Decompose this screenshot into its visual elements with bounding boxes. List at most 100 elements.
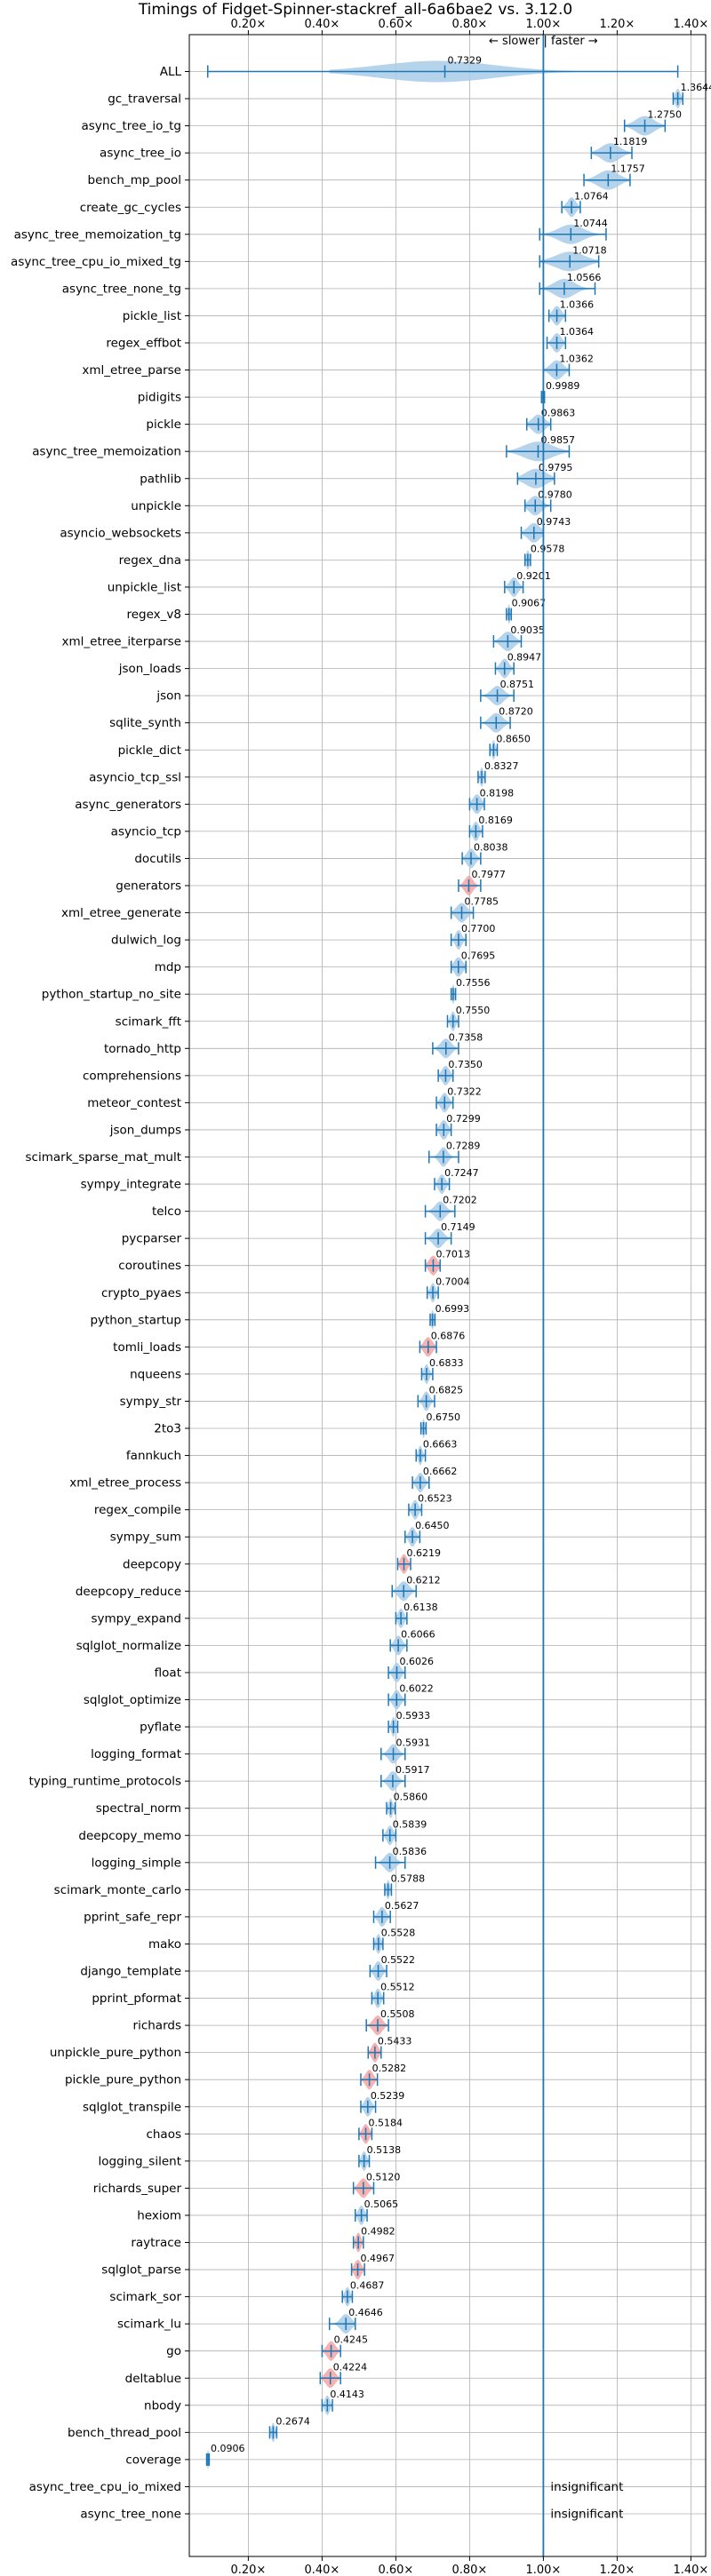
- benchmark-mark: 0.4245: [321, 2334, 369, 2361]
- value-label: 0.9743: [537, 516, 571, 528]
- tick-label-bottom: 1.00×: [525, 2564, 561, 2576]
- category-label: coverage: [125, 2453, 181, 2467]
- value-label: 0.7202: [443, 1195, 476, 1206]
- benchmark-mark: 0.8650: [489, 733, 531, 760]
- value-label: 0.5839: [393, 1818, 427, 1830]
- benchmark-mark: 1.0366: [547, 298, 595, 326]
- value-label: 0.6066: [401, 1628, 435, 1640]
- tick-label-top: 1.20×: [599, 18, 635, 31]
- benchmark-mark: 0.5138: [358, 2144, 401, 2171]
- benchmark-mark: 0.7322: [435, 1085, 482, 1113]
- value-label: 1.0566: [567, 272, 602, 283]
- value-label: 0.4967: [361, 2253, 395, 2264]
- category-label: float: [155, 1666, 181, 1680]
- category-label: go: [166, 2344, 181, 2358]
- category-label: sqlglot_normalize: [76, 1639, 181, 1653]
- value-label: 0.9857: [540, 434, 575, 446]
- category-label: django_template: [80, 1965, 181, 1979]
- benchmark-mark: 0.7329: [207, 55, 679, 83]
- benchmark-mark: 0.5933: [387, 1710, 430, 1737]
- category-label: mako: [148, 1937, 181, 1952]
- benchmark-mark: 0.5184: [358, 2117, 403, 2144]
- benchmark-mark: 0.4967: [350, 2253, 395, 2279]
- category-label: pprint_safe_repr: [84, 1910, 181, 1924]
- category-label: async_tree_memoization: [32, 445, 181, 459]
- benchmark-mark: 1.0718: [539, 244, 607, 272]
- value-label: 0.7247: [444, 1167, 479, 1179]
- category-label: mdp: [155, 960, 181, 974]
- value-label: 1.0366: [560, 298, 595, 310]
- tick-label-bottom: 0.80×: [451, 2564, 487, 2576]
- value-label: 0.5239: [371, 2090, 405, 2102]
- benchmark-mark: 0.6523: [408, 1493, 452, 1520]
- value-label: 0.6022: [399, 1683, 434, 1695]
- value-label: 1.0364: [560, 326, 595, 338]
- category-label: sqlglot_transpile: [83, 2100, 181, 2114]
- category-label: create_gc_cycles: [80, 201, 181, 215]
- benchmark-mark: 0.5528: [372, 1927, 416, 1954]
- benchmark-mark: 1.1757: [583, 163, 645, 190]
- category-label: regex_v8: [126, 608, 181, 622]
- value-label: 0.4245: [334, 2334, 369, 2346]
- benchmark-mark: 0.9857: [506, 434, 575, 462]
- benchmark-mark: 0.5508: [365, 2008, 414, 2036]
- category-label: pprint_pformat: [92, 1992, 181, 2006]
- value-label: 0.6450: [415, 1520, 450, 1531]
- value-label: 0.4646: [348, 2307, 383, 2318]
- benchmark-mark: 0.5120: [352, 2171, 400, 2198]
- benchmark-mark: 0.5627: [372, 1900, 419, 1927]
- benchmark-mark: 1.0764: [561, 190, 609, 218]
- value-label: 0.6825: [429, 1384, 464, 1395]
- tick-label-bottom: 0.40×: [304, 2564, 340, 2576]
- benchmark-mark: 0.9795: [516, 462, 572, 489]
- benchmark-mark: 0.7289: [428, 1141, 481, 1167]
- value-label: 0.5528: [381, 1927, 416, 1938]
- category-label: dulwich_log: [111, 934, 181, 948]
- category-label: logging_simple: [92, 1856, 181, 1870]
- value-label: 0.9863: [541, 408, 576, 419]
- category-label: pidigits: [138, 391, 181, 405]
- tick-label-bottom: 0.60×: [378, 2564, 413, 2576]
- benchmark-mark: 0.6022: [387, 1683, 434, 1710]
- category-label: async_tree_cpu_io_mixed: [29, 2480, 181, 2494]
- benchmark-mark: 0.5839: [382, 1818, 427, 1846]
- benchmark-mark: 0.8947: [494, 652, 541, 679]
- value-label: 1.0764: [574, 190, 609, 202]
- benchmark-mark: 0.6750: [419, 1411, 460, 1438]
- category-label: richards_super: [93, 2182, 182, 2196]
- value-label: 0.5512: [380, 1982, 415, 1993]
- benchmark-mark: 0.6026: [387, 1656, 434, 1682]
- value-label: 0.5433: [378, 2036, 412, 2047]
- category-label: json_loads: [118, 662, 181, 676]
- benchmark-mark: 0.7358: [432, 1031, 483, 1059]
- benchmark-mark: 0.7202: [424, 1195, 477, 1221]
- category-label: regex_compile: [94, 1503, 181, 1517]
- benchmark-mark: 0.7149: [424, 1221, 475, 1249]
- category-label: spectral_norm: [96, 1801, 181, 1816]
- category-label: deepcopy_reduce: [76, 1585, 181, 1599]
- value-label: 0.7977: [471, 869, 506, 880]
- value-label: 0.2674: [276, 2415, 310, 2427]
- value-label: 0.6663: [423, 1439, 458, 1451]
- category-label: unpickle: [131, 499, 181, 513]
- value-label: 0.7289: [446, 1141, 481, 1152]
- category-label: async_tree_io: [100, 147, 181, 161]
- category-label: sqlite_synth: [109, 716, 181, 730]
- benchmark-mark: 1.2750: [623, 109, 682, 136]
- benchmark-mark: 1.3644: [672, 82, 711, 108]
- value-label: 1.3644: [681, 82, 711, 93]
- category-label: sympy_expand: [91, 1611, 181, 1626]
- value-label: 0.6876: [431, 1330, 466, 1341]
- category-label: typing_runtime_protocols: [29, 1775, 182, 1789]
- value-label: 0.7322: [447, 1085, 482, 1097]
- category-label: async_tree_none_tg: [62, 282, 181, 296]
- category-label: chaos: [146, 2127, 181, 2142]
- benchmark-mark: 0.7299: [435, 1113, 481, 1140]
- value-label: 0.4143: [330, 2389, 364, 2400]
- value-label: 0.7700: [461, 923, 496, 934]
- category-label: pathlib: [140, 472, 181, 486]
- category-label: async_tree_cpu_io_mixed_tg: [11, 255, 181, 269]
- category-label: sqlglot_optimize: [84, 1693, 181, 1707]
- benchmark-mark: 0.7977: [458, 869, 506, 895]
